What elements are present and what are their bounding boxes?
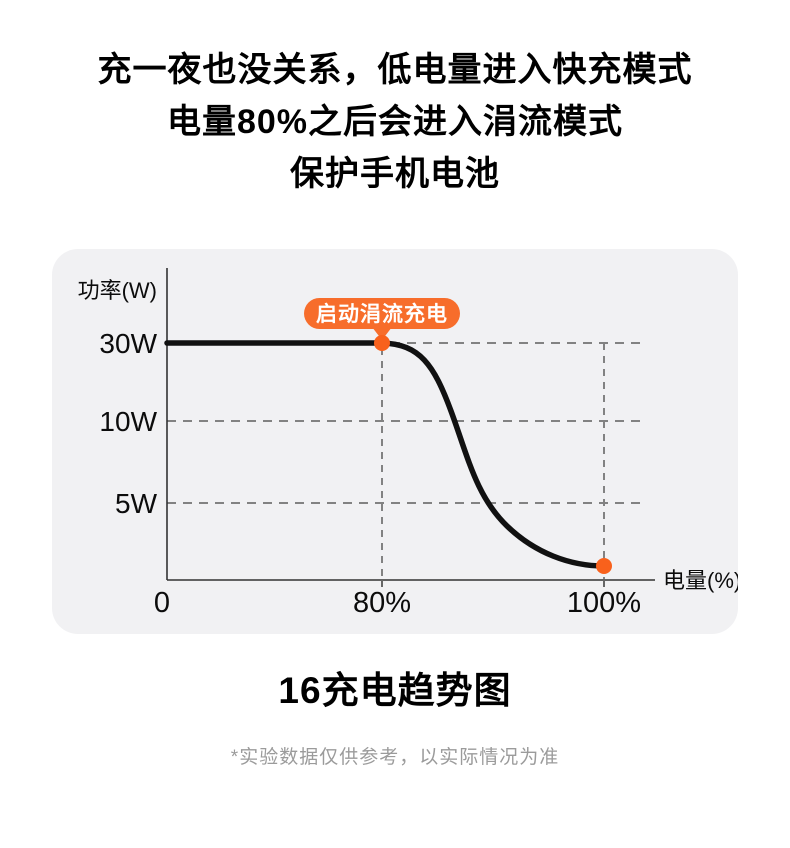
annotation-bubble-tail	[372, 327, 392, 340]
x-axis-title: 电量(%)	[663, 568, 738, 593]
ytick-5w: 5W	[115, 488, 158, 519]
headline-line-3: 保护手机电池	[290, 155, 500, 193]
annotation-label: 启动涓流充电	[316, 302, 448, 326]
headline-line-2: 电量80%之后会进入涓流模式	[166, 103, 624, 141]
y-axis-title: 功率(W)	[78, 278, 157, 303]
annotation-bubble	[304, 298, 460, 329]
power-curve	[164, 340, 607, 569]
xtick-80: 80%	[353, 587, 411, 619]
marker-80pct-30w	[374, 335, 390, 351]
headline-line-1: 充一夜也没关系，低电量进入快充模式	[97, 51, 693, 89]
trickle-charge-annotation: 启动涓流充电	[304, 298, 460, 340]
headline: 充一夜也没关系，低电量进入快充模式 电量80%之后会进入涓流模式 保护手机电池	[0, 0, 790, 200]
xtick-0: 0	[154, 587, 170, 619]
marker-100pct-trickle	[596, 558, 612, 574]
chart-title: 16充电趋势图	[278, 670, 512, 711]
xtick-100: 100%	[567, 587, 641, 619]
charging-trend-chart-card: 启动涓流充电 功率(W) 电量(%) 30W 10W 5W 0 80% 100%	[52, 249, 738, 634]
ytick-10w: 10W	[99, 406, 157, 437]
disclaimer-footnote: *实验数据仅供参考，以实际情况为准	[230, 747, 560, 768]
charging-trend-chart: 启动涓流充电 功率(W) 电量(%) 30W 10W 5W 0 80% 100%	[78, 268, 738, 619]
ytick-30w: 30W	[99, 328, 157, 359]
